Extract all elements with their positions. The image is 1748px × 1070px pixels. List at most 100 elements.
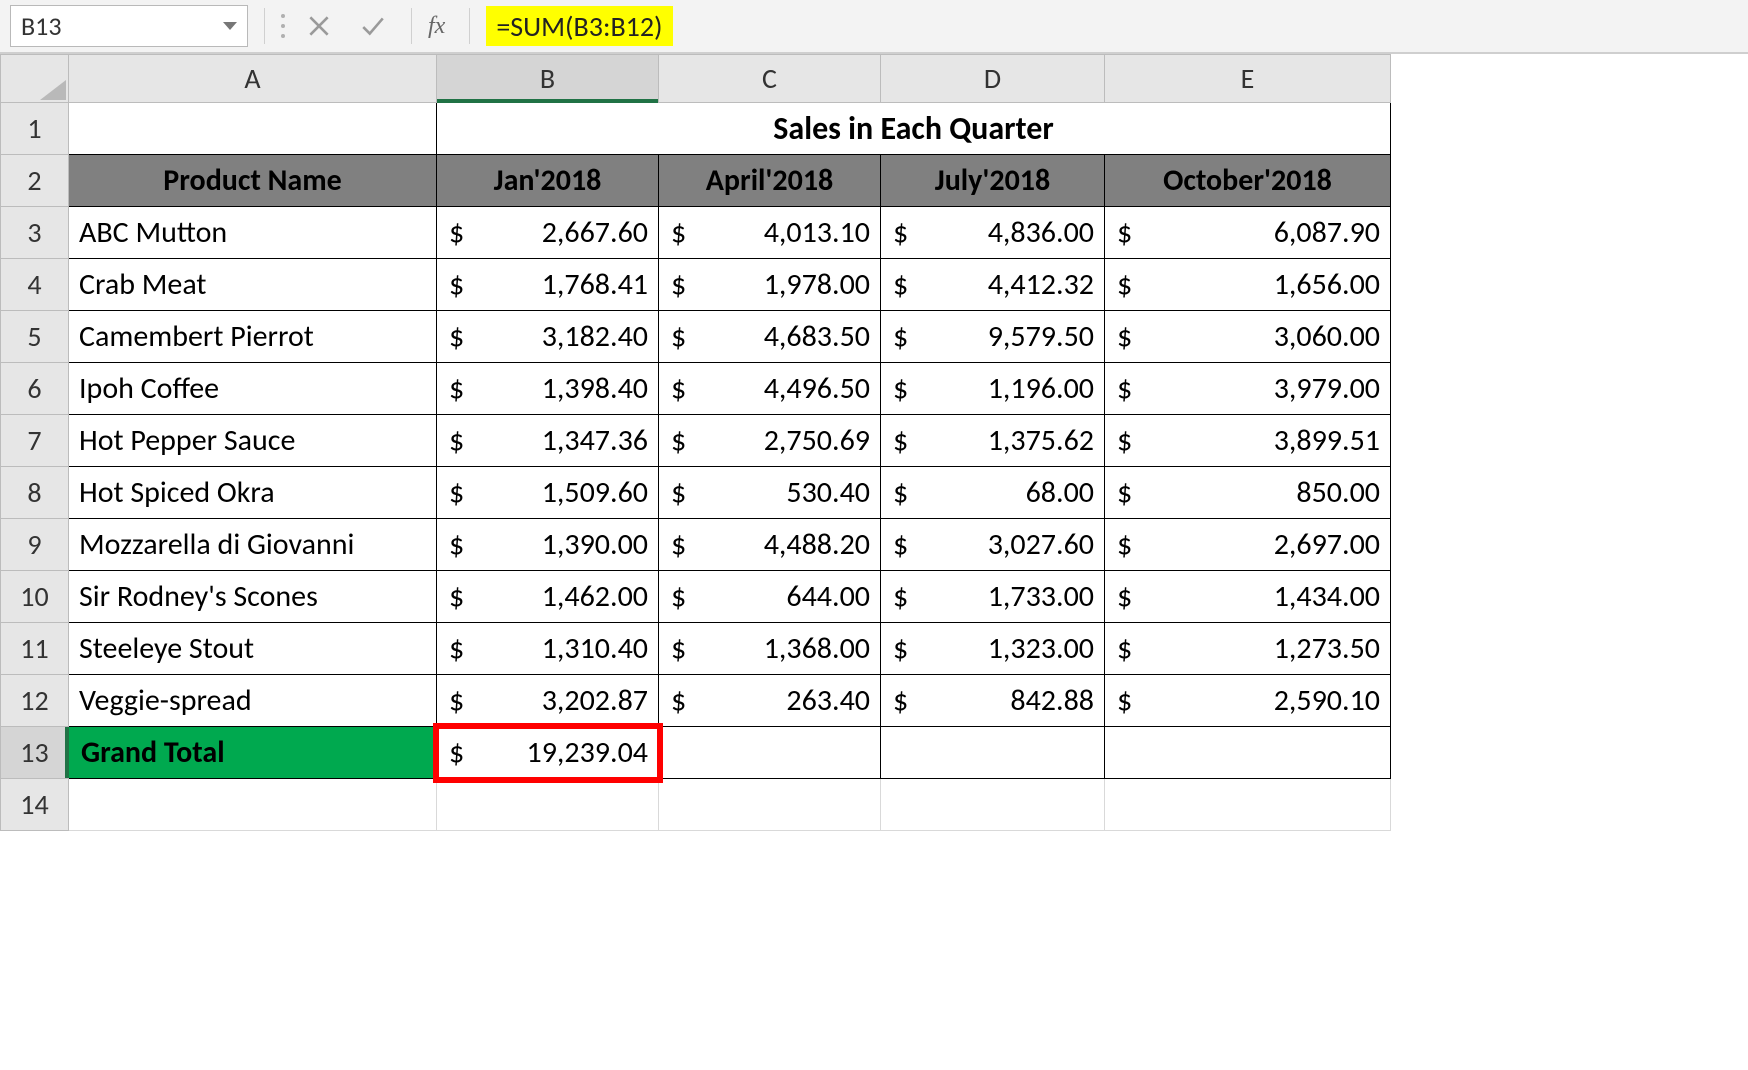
data-cell[interactable]: $4,013.10 [659, 207, 881, 259]
product-name-cell[interactable]: Crab Meat [69, 259, 437, 311]
data-cell[interactable]: $3,027.60 [881, 519, 1105, 571]
row-header[interactable]: 6 [1, 363, 69, 415]
data-cell[interactable]: $1,434.00 [1105, 571, 1391, 623]
product-name-cell[interactable]: Veggie-spread [69, 675, 437, 727]
data-cell[interactable]: $530.40 [659, 467, 881, 519]
cell-value: 3,979.00 [1274, 370, 1380, 407]
row-header[interactable]: 7 [1, 415, 69, 467]
data-cell[interactable]: $1,768.41 [437, 259, 659, 311]
data-cell[interactable]: $1,509.60 [437, 467, 659, 519]
cell-value: 842.88 [1010, 682, 1094, 719]
product-name-cell[interactable]: Sir Rodney's Scones [69, 571, 437, 623]
row-header[interactable]: 13 [1, 727, 69, 779]
product-name-cell[interactable]: Camembert Pierrot [69, 311, 437, 363]
col-header-A[interactable]: A [69, 55, 437, 103]
cell-A14[interactable] [69, 779, 437, 831]
data-cell[interactable]: $4,412.32 [881, 259, 1105, 311]
row-header[interactable]: 4 [1, 259, 69, 311]
data-cell[interactable]: $9,579.50 [881, 311, 1105, 363]
col-header-B[interactable]: B [437, 55, 659, 103]
col-header-C[interactable]: C [659, 55, 881, 103]
data-cell[interactable]: $1,368.00 [659, 623, 881, 675]
cell-value: 1,273.50 [1274, 630, 1380, 667]
cell-C14[interactable] [659, 779, 881, 831]
data-cell[interactable]: $1,390.00 [437, 519, 659, 571]
data-cell[interactable]: $4,488.20 [659, 519, 881, 571]
data-cell[interactable]: $850.00 [1105, 467, 1391, 519]
header-q2[interactable]: April'2018 [659, 155, 881, 207]
cell-E13[interactable] [1105, 727, 1391, 779]
header-q4[interactable]: October'2018 [1105, 155, 1391, 207]
header-q1[interactable]: Jan'2018 [437, 155, 659, 207]
separator [264, 8, 265, 44]
title-cell[interactable]: Sales in Each Quarter [437, 103, 1391, 155]
fx-icon[interactable]: fx [428, 13, 445, 40]
data-cell[interactable]: $6,087.90 [1105, 207, 1391, 259]
row-header[interactable]: 1 [1, 103, 69, 155]
data-cell[interactable]: $4,836.00 [881, 207, 1105, 259]
data-cell[interactable]: $842.88 [881, 675, 1105, 727]
cell-D14[interactable] [881, 779, 1105, 831]
col-header-E[interactable]: E [1105, 55, 1391, 103]
row-header[interactable]: 9 [1, 519, 69, 571]
currency-symbol: $ [891, 214, 908, 251]
row-header[interactable]: 11 [1, 623, 69, 675]
data-cell[interactable]: $644.00 [659, 571, 881, 623]
data-cell[interactable]: $3,060.00 [1105, 311, 1391, 363]
data-cell[interactable]: $3,979.00 [1105, 363, 1391, 415]
data-cell[interactable]: $1,462.00 [437, 571, 659, 623]
product-name-cell[interactable]: Ipoh Coffee [69, 363, 437, 415]
data-cell[interactable]: $1,273.50 [1105, 623, 1391, 675]
header-q3[interactable]: July'2018 [881, 155, 1105, 207]
cell-E14[interactable] [1105, 779, 1391, 831]
data-cell[interactable]: $1,323.00 [881, 623, 1105, 675]
name-box[interactable]: B13 [10, 5, 248, 47]
data-cell[interactable]: $3,182.40 [437, 311, 659, 363]
cell-B14[interactable] [437, 779, 659, 831]
grid[interactable]: A B C D E 1 Sales in Each Quarter 2 Prod… [0, 54, 1391, 831]
col-header-D[interactable]: D [881, 55, 1105, 103]
row-header[interactable]: 8 [1, 467, 69, 519]
product-name-cell[interactable]: Hot Pepper Sauce [69, 415, 437, 467]
data-cell[interactable]: $4,496.50 [659, 363, 881, 415]
product-name-cell[interactable]: Mozzarella di Giovanni [69, 519, 437, 571]
row-header[interactable]: 12 [1, 675, 69, 727]
data-cell[interactable]: $1,733.00 [881, 571, 1105, 623]
data-cell[interactable]: $1,375.62 [881, 415, 1105, 467]
cell-D13[interactable] [881, 727, 1105, 779]
select-all-corner[interactable] [1, 55, 69, 103]
data-cell[interactable]: $2,667.60 [437, 207, 659, 259]
grand-total-q1[interactable]: $19,239.04 [437, 727, 659, 779]
row-header[interactable]: 5 [1, 311, 69, 363]
data-cell[interactable]: $2,590.10 [1105, 675, 1391, 727]
data-cell[interactable]: $68.00 [881, 467, 1105, 519]
data-cell[interactable]: $3,899.51 [1105, 415, 1391, 467]
row-header[interactable]: 10 [1, 571, 69, 623]
product-name-cell[interactable]: Hot Spiced Okra [69, 467, 437, 519]
name-box-dropdown-icon[interactable] [223, 22, 237, 30]
data-cell[interactable]: $3,202.87 [437, 675, 659, 727]
cancel-button[interactable] [297, 7, 341, 45]
data-cell[interactable]: $2,750.69 [659, 415, 881, 467]
data-cell[interactable]: $1,978.00 [659, 259, 881, 311]
formula-input[interactable]: =SUM(B3:B12) [486, 6, 672, 46]
data-cell[interactable]: $1,656.00 [1105, 259, 1391, 311]
product-name-cell[interactable]: ABC Mutton [69, 207, 437, 259]
grand-total-label[interactable]: Grand Total [69, 727, 437, 779]
data-cell[interactable]: $263.40 [659, 675, 881, 727]
row-header[interactable]: 14 [1, 779, 69, 831]
data-cell[interactable]: $1,347.36 [437, 415, 659, 467]
data-cell[interactable]: $4,683.50 [659, 311, 881, 363]
data-cell[interactable]: $1,310.40 [437, 623, 659, 675]
cell-C13[interactable] [659, 727, 881, 779]
data-cell[interactable]: $2,697.00 [1105, 519, 1391, 571]
header-product[interactable]: Product Name [69, 155, 437, 207]
cell-value: 4,412.32 [988, 266, 1094, 303]
row-header[interactable]: 3 [1, 207, 69, 259]
cell-A1[interactable] [69, 103, 437, 155]
data-cell[interactable]: $1,196.00 [881, 363, 1105, 415]
data-cell[interactable]: $1,398.40 [437, 363, 659, 415]
enter-button[interactable] [351, 7, 395, 45]
product-name-cell[interactable]: Steeleye Stout [69, 623, 437, 675]
row-header[interactable]: 2 [1, 155, 69, 207]
